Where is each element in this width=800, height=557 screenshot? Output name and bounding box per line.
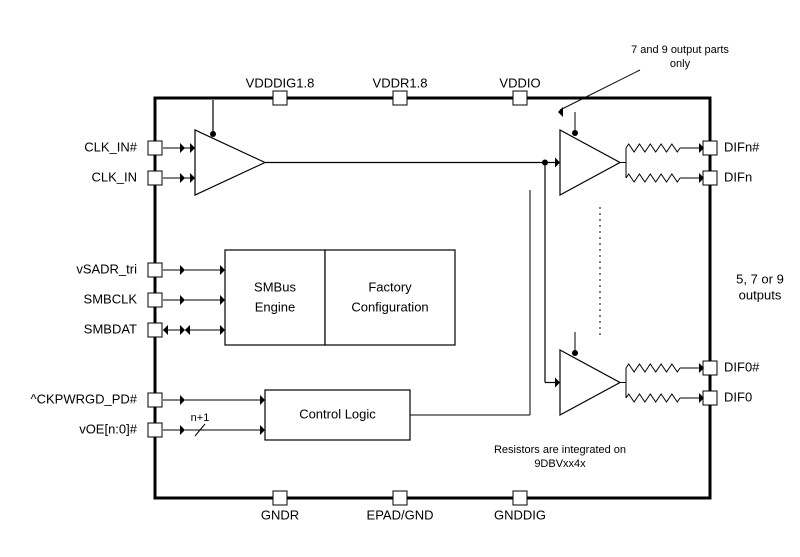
svg-text:outputs: outputs [739, 287, 782, 302]
svg-text:5, 7 or 9: 5, 7 or 9 [736, 271, 784, 286]
pad-icon [273, 91, 287, 105]
svg-text:VDDDIG1.8: VDDDIG1.8 [246, 75, 315, 90]
svg-text:EPAD/GND: EPAD/GND [367, 507, 434, 522]
svg-text:Factory: Factory [368, 279, 412, 294]
svg-text:GNDDIG: GNDDIG [494, 507, 546, 522]
pin-vdddig18: VDDDIG1.8 [246, 75, 315, 90]
pad-icon [513, 91, 527, 105]
factory-config-box [325, 250, 455, 345]
svg-text:VDDR1.8: VDDR1.8 [373, 75, 428, 90]
svg-text:DIFn#: DIFn# [724, 139, 760, 154]
pin-vddio: VDDIO [499, 75, 540, 90]
svg-text:CLK_IN#: CLK_IN# [84, 139, 138, 154]
svg-text:Resistors are integrated on: Resistors are integrated on [494, 444, 626, 456]
svg-text:VDDIO: VDDIO [499, 75, 540, 90]
svg-text:vSADR_tri: vSADR_tri [76, 261, 137, 276]
svg-text:SMBDAT: SMBDAT [84, 321, 137, 336]
svg-text:GNDR: GNDR [261, 507, 299, 522]
svg-text:CLK_IN: CLK_IN [91, 169, 137, 184]
svg-text:7 and 9 output parts: 7 and 9 output parts [631, 44, 729, 56]
pad-icon [393, 91, 407, 105]
svg-text:vOE[n:0]#: vOE[n:0]# [79, 421, 138, 436]
svg-text:^CKPWRGD_PD#: ^CKPWRGD_PD# [30, 391, 137, 406]
svg-text:only: only [670, 58, 691, 70]
svg-text:Configuration: Configuration [351, 299, 428, 314]
svg-text:SMBCLK: SMBCLK [84, 291, 138, 306]
smbus-engine-box [225, 250, 325, 345]
svg-text:Control Logic: Control Logic [299, 406, 376, 421]
svg-text:DIF0: DIF0 [724, 389, 752, 404]
svg-text:n+1: n+1 [191, 412, 210, 424]
svg-text:Engine: Engine [255, 299, 295, 314]
svg-text:SMBus: SMBus [254, 279, 296, 294]
pin-vddr18: VDDR1.8 [373, 75, 428, 90]
svg-text:DIF0#: DIF0# [724, 359, 760, 374]
svg-text:9DBVxx4x: 9DBVxx4x [534, 458, 586, 470]
svg-text:DIFn: DIFn [724, 169, 752, 184]
